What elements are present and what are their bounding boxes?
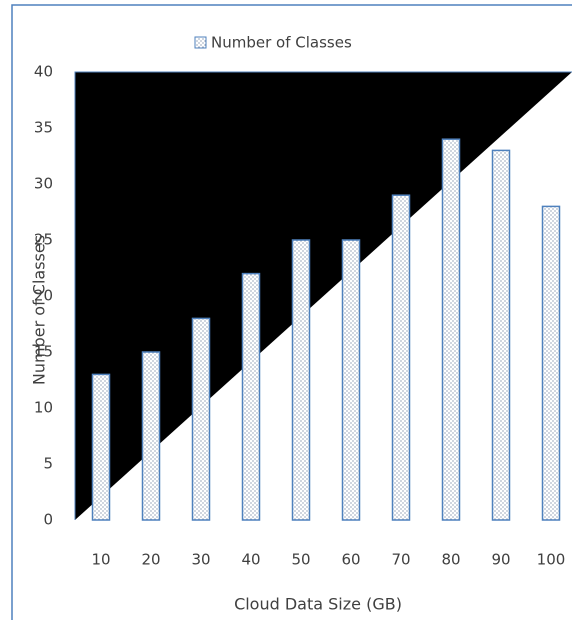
bar [191, 317, 211, 521]
chart-frame [11, 4, 572, 620]
y-tick-label: 5 [43, 455, 53, 473]
x-tick-label: 20 [141, 551, 160, 569]
x-tick-label: 10 [91, 551, 110, 569]
bar [141, 351, 161, 521]
legend-swatch [194, 36, 207, 49]
y-tick-label: 10 [34, 399, 53, 417]
x-tick-label: 60 [341, 551, 360, 569]
x-tick-label: 80 [441, 551, 460, 569]
y-tick-label: 20 [34, 287, 53, 305]
bar [441, 138, 461, 521]
bar [241, 272, 261, 521]
x-tick-label: 50 [291, 551, 310, 569]
y-axis-title: Number of Classes [30, 235, 49, 385]
legend-label: Number of Classes [211, 34, 352, 52]
y-tick-label: 35 [34, 119, 53, 137]
bar [341, 239, 361, 521]
y-tick-label: 25 [34, 231, 53, 249]
bar [391, 194, 411, 521]
bar [541, 205, 561, 521]
x-tick-label: 90 [491, 551, 510, 569]
y-tick-label: 15 [34, 343, 53, 361]
y-tick-label: 40 [34, 63, 53, 81]
x-axis-title: Cloud Data Size (GB) [234, 595, 402, 614]
x-tick-label: 100 [537, 551, 566, 569]
x-tick-label: 30 [191, 551, 210, 569]
y-tick-label: 0 [43, 511, 53, 529]
x-tick-label: 40 [241, 551, 260, 569]
bar [291, 239, 311, 521]
x-tick-label: 70 [391, 551, 410, 569]
bar [491, 149, 511, 521]
y-tick-label: 30 [34, 175, 53, 193]
bar [91, 373, 111, 521]
